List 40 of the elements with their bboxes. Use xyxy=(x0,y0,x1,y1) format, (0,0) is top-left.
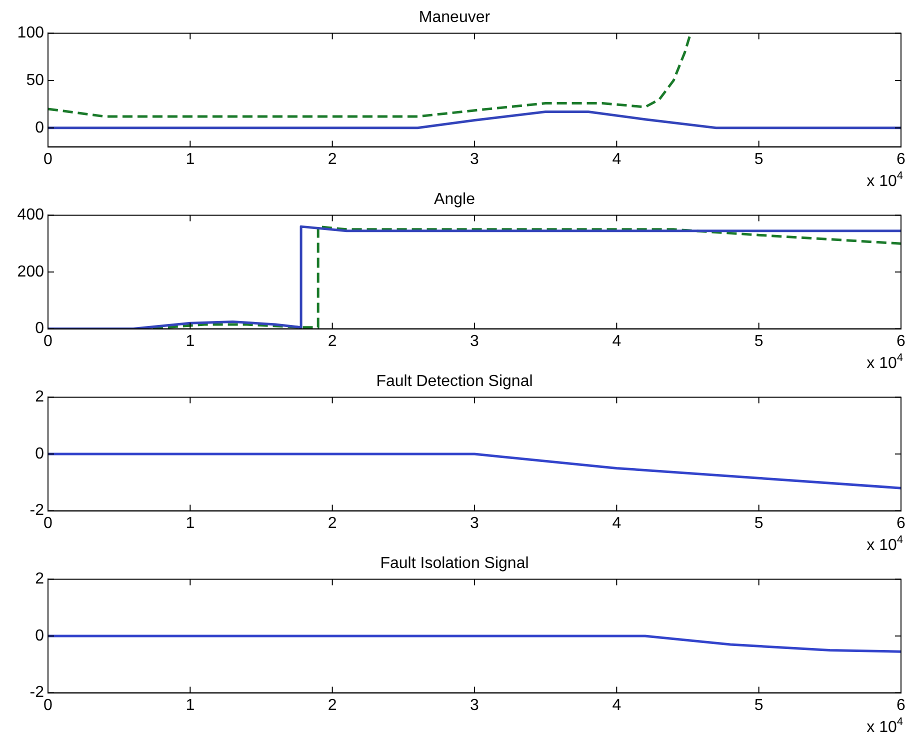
chart-title: Angle xyxy=(434,191,476,208)
y-tick-label: 0 xyxy=(35,445,44,462)
y-tick-label: -2 xyxy=(30,502,44,520)
y-tick-label: 0 xyxy=(35,627,44,644)
x-tick-label: 6 xyxy=(896,332,906,350)
x-tick-label: 2 xyxy=(328,332,337,350)
x-tick-label: 4 xyxy=(612,150,622,168)
x-tick-label: 4 xyxy=(612,332,622,350)
x-tick-label: 6 xyxy=(896,150,906,168)
x-tick-label: 6 xyxy=(896,696,906,714)
y-tick-label: 50 xyxy=(26,72,44,89)
x-tick-label: 2 xyxy=(328,150,337,168)
x-tick-label: 5 xyxy=(754,696,764,714)
chart-title: Fault Detection Signal xyxy=(376,373,533,390)
x-tick-label: 1 xyxy=(186,332,195,350)
y-tick-label: 2 xyxy=(35,388,44,406)
x-tick-label: 2 xyxy=(328,514,337,532)
y-tick-label: 200 xyxy=(17,263,44,280)
x-tick-label: 3 xyxy=(470,150,480,168)
y-tick-label: 0 xyxy=(35,320,44,338)
x-tick-label: 2 xyxy=(328,696,337,714)
y-tick-label: 0 xyxy=(35,119,44,136)
x-tick-label: 1 xyxy=(186,696,195,714)
y-tick-label: 400 xyxy=(17,206,44,224)
x-tick-label: 3 xyxy=(470,696,480,714)
x-tick-label: 4 xyxy=(612,696,622,714)
chart-title: Maneuver xyxy=(418,9,491,26)
x-tick-label: 3 xyxy=(470,514,480,532)
y-tick-label: 2 xyxy=(35,570,44,588)
x-tick-label: 5 xyxy=(754,150,764,168)
y-tick-label: 100 xyxy=(17,24,44,42)
x-tick-label: 4 xyxy=(612,514,622,532)
x-tick-label: 3 xyxy=(470,332,480,350)
x-tick-label: 5 xyxy=(754,332,764,350)
x-tick-label: 5 xyxy=(754,514,764,532)
x-tick-label: 6 xyxy=(896,514,906,532)
x-tick-label: 1 xyxy=(186,514,195,532)
y-tick-label: -2 xyxy=(30,684,44,702)
x-tick-label: 1 xyxy=(186,150,195,168)
chart-title: Fault Isolation Signal xyxy=(380,555,529,572)
